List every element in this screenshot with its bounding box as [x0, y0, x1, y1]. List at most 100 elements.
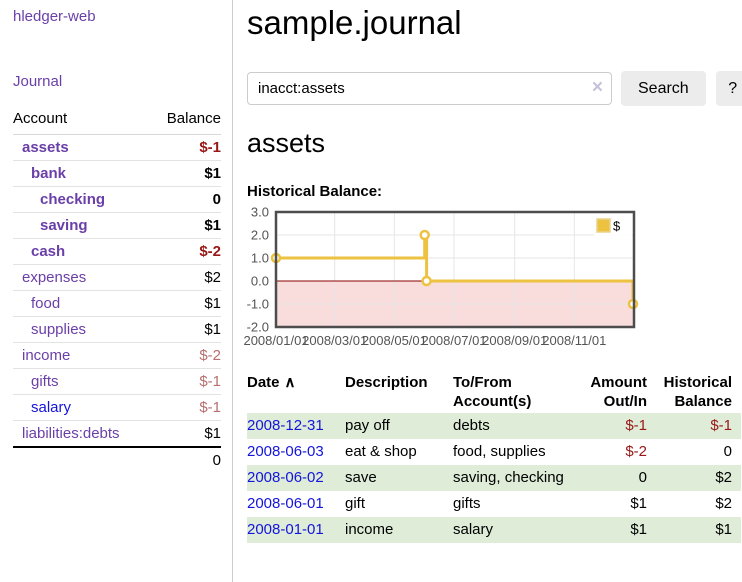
register-balance-cell: 0: [723, 443, 732, 460]
clear-search-icon[interactable]: ×: [591, 77, 603, 98]
accounts-total-row: 0: [13, 446, 221, 473]
transaction-date-link[interactable]: 2008-06-01: [247, 495, 324, 512]
page-title: sample.journal: [247, 4, 462, 41]
y-axis-tick-label: 3.0: [251, 205, 269, 220]
register-accounts-cell: debts: [453, 417, 490, 434]
account-name-cell: assets: [13, 134, 151, 161]
account-row: salary $-1: [13, 394, 221, 421]
amount-column-header: Amount Out/In: [590, 374, 647, 410]
account-link[interactable]: checking: [40, 191, 106, 208]
register-accounts-cell: gifts: [453, 495, 481, 512]
data-point-marker: [421, 275, 432, 287]
account-balance: $-1: [150, 394, 221, 421]
account-link[interactable]: gifts: [31, 373, 59, 390]
register-description-cell: gift: [345, 495, 366, 512]
transaction-date-link[interactable]: 2008-06-03: [247, 443, 324, 460]
account-link[interactable]: saving: [40, 217, 88, 234]
account-row: bank $1: [13, 160, 221, 187]
account-link[interactable]: supplies: [31, 321, 87, 338]
sidebar-item-journal[interactable]: Journal: [13, 73, 63, 90]
account-name-cell: food: [13, 290, 151, 317]
account-name-cell: bank: [13, 160, 151, 187]
account-row: income $-2: [13, 342, 221, 369]
x-axis-tick-label: 2008/11/01: [542, 333, 606, 348]
register-table: Date ∧ Description To/From Account(s) Amo…: [247, 371, 741, 543]
account-balance: $-1: [150, 368, 221, 395]
register-row: 2008-06-01 gift gifts $1 $2: [247, 491, 741, 517]
x-axis-tick-label: 2008/05/01: [362, 333, 427, 348]
register-row: 2008-06-02 save saving, checking 0 $2: [247, 465, 741, 491]
register-amount-cell: $1: [630, 521, 647, 538]
account-name-cell: saving: [13, 212, 151, 239]
chart-label: Historical Balance:: [247, 183, 383, 200]
account-row: food $1: [13, 290, 221, 317]
register-amount-cell: $1: [630, 495, 647, 512]
transaction-date-link[interactable]: 2008-01-01: [247, 521, 324, 538]
total-spacer-cell: [13, 446, 151, 473]
search-button[interactable]: Search: [621, 71, 706, 106]
register-accounts-cell: salary: [453, 521, 494, 538]
account-name-cell: expenses: [13, 264, 151, 291]
account-name-cell: income: [13, 342, 151, 369]
account-row: assets $-1: [13, 134, 221, 161]
account-link[interactable]: bank: [31, 165, 67, 182]
y-axis-tick-label: 2.0: [251, 228, 269, 243]
account-balance: $-2: [150, 342, 221, 369]
search-input[interactable]: [247, 72, 612, 105]
transaction-date-link[interactable]: 2008-06-02: [247, 469, 324, 486]
register-accounts-cell: saving, checking: [453, 469, 564, 486]
account-link[interactable]: liabilities:debts: [22, 425, 120, 442]
register-amount-cell: $-1: [625, 417, 647, 434]
account-balance: $1: [150, 420, 221, 448]
register-accounts-cell: food, supplies: [453, 443, 546, 460]
account-link[interactable]: salary: [31, 399, 72, 416]
accounts-total-balance: 0: [150, 446, 221, 473]
register-row: 2008-01-01 income salary $1 $1: [247, 517, 741, 543]
y-axis-tick-label: 0.0: [251, 274, 269, 289]
x-axis-tick-label: 2008/07/01: [421, 333, 486, 348]
date-column-header[interactable]: Date ∧: [247, 374, 296, 391]
account-link[interactable]: income: [22, 347, 71, 364]
register-row: 2008-12-31 pay off debts $-1 $-1: [247, 413, 741, 439]
account-balance: $1: [150, 290, 221, 317]
register-amount-cell: $-2: [625, 443, 647, 460]
account-row: saving $1: [13, 212, 221, 239]
y-axis-tick-label: -1.0: [247, 297, 269, 312]
balance-column-header: Balance: [150, 108, 221, 135]
accounts-table: Account Balance assets $-1 bank $1 checking 0…: [13, 108, 221, 473]
account-link[interactable]: expenses: [22, 269, 87, 286]
account-link[interactable]: cash: [31, 243, 66, 260]
account-link[interactable]: food: [31, 295, 61, 312]
account-balance: 0: [150, 186, 221, 213]
x-axis-tick-label: 2008/09/01: [482, 333, 547, 348]
plot-border: [274, 210, 636, 329]
account-balance: $1: [150, 316, 221, 343]
search-form: × Search ?: [247, 71, 742, 106]
account-name-cell: supplies: [13, 316, 151, 343]
balance-column-header-register: Historical Balance: [663, 374, 732, 410]
account-column-header: Account: [13, 108, 151, 135]
accounts-table-header-row: Account Balance: [13, 108, 221, 135]
account-balance: $-1: [150, 134, 221, 161]
data-point-marker: [419, 229, 430, 241]
register-balance-cell: $2: [715, 495, 732, 512]
register-description-cell: pay off: [345, 417, 390, 434]
account-row: cash $-2: [13, 238, 221, 265]
account-balance: $1: [150, 160, 221, 187]
sort-ascending-icon: ∧: [284, 374, 296, 391]
register-balance-cell: $1: [715, 521, 732, 538]
register-balance-cell: $2: [715, 469, 732, 486]
account-balance: $1: [150, 212, 221, 239]
app-brand-link[interactable]: hledger-web: [13, 8, 96, 25]
register-header-row: Date ∧ Description To/From Account(s) Amo…: [247, 371, 741, 413]
transaction-date-link[interactable]: 2008-12-31: [247, 417, 324, 434]
register-date-cell: 2008-06-02: [247, 465, 345, 491]
y-axis-tick-label: -2.0: [247, 320, 269, 335]
accounts-column-header: To/From Account(s): [453, 374, 532, 410]
legend-swatch: [596, 218, 611, 233]
main-panel: sample.journal × Search ? assets Histori…: [233, 0, 742, 582]
legend-label: $: [613, 219, 621, 234]
help-button[interactable]: ?: [715, 71, 742, 106]
account-title: assets: [247, 128, 326, 158]
account-link[interactable]: assets: [22, 139, 69, 156]
